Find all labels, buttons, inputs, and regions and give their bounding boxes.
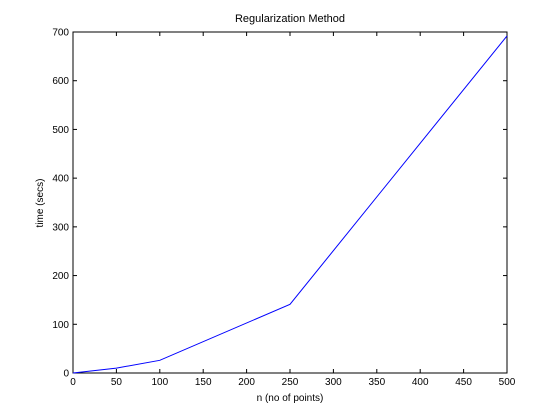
x-tick-label: 500 bbox=[499, 377, 516, 388]
x-axis-ticks: 0 50 100 150 200 250 300 350 400 450 500 bbox=[70, 32, 516, 388]
x-tick-label: 450 bbox=[455, 377, 472, 388]
series-line bbox=[72, 35, 508, 374]
x-tick-label: 50 bbox=[111, 377, 123, 388]
y-tick-label: 200 bbox=[52, 271, 69, 282]
y-tick-label: 400 bbox=[52, 174, 69, 185]
y-axis-ticks: 0 100 200 300 400 500 600 700 bbox=[52, 28, 507, 380]
x-tick-label: 350 bbox=[368, 377, 385, 388]
x-tick-label: 100 bbox=[151, 377, 168, 388]
x-axis-title: n (no of points) bbox=[257, 393, 324, 404]
y-axis-title: time (secs) bbox=[35, 179, 46, 228]
y-tick-label: 500 bbox=[52, 125, 69, 136]
y-tick-label: 0 bbox=[63, 369, 69, 380]
y-tick-label: 100 bbox=[52, 320, 69, 331]
x-tick-label: 150 bbox=[195, 377, 212, 388]
x-tick-label: 200 bbox=[238, 377, 255, 388]
x-tick-label: 250 bbox=[282, 377, 299, 388]
x-tick-label: 300 bbox=[325, 377, 342, 388]
plot-frame bbox=[72, 31, 508, 374]
series-layer bbox=[72, 35, 508, 374]
y-tick-label: 700 bbox=[52, 28, 69, 39]
y-tick-label: 300 bbox=[52, 222, 69, 233]
y-tick-label: 600 bbox=[52, 76, 69, 87]
chart-title: Regularization Method bbox=[235, 13, 345, 25]
plot-area: 0 50 100 150 200 250 300 350 400 450 500 0 100 200 30… bbox=[52, 28, 515, 389]
x-tick-label: 0 bbox=[70, 377, 76, 388]
x-tick-label: 400 bbox=[412, 377, 429, 388]
